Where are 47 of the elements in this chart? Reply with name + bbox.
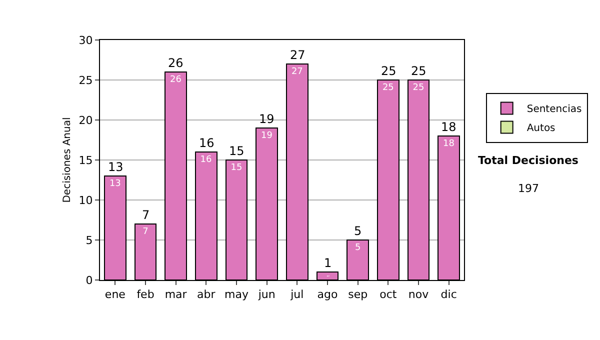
total-label: 27 — [290, 48, 306, 62]
data-label: 25 — [382, 83, 394, 93]
x-tick-label: abr — [197, 288, 216, 302]
total-label: 19 — [259, 112, 274, 126]
data-label: 13 — [109, 179, 121, 189]
data-label: 19 — [260, 131, 273, 141]
total-label: 16 — [199, 136, 214, 150]
total-label: 26 — [168, 56, 184, 70]
data-label: 16 — [200, 155, 212, 165]
data-label: 25 — [412, 83, 424, 93]
y-tick-label: 20 — [78, 114, 93, 127]
total-label: 25 — [381, 64, 396, 78]
x-tick-label: ago — [317, 288, 338, 302]
data-label: 15 — [230, 163, 242, 173]
x-tick-label: sep — [348, 288, 368, 302]
x-tick-label: oct — [380, 288, 398, 302]
total-label: 5 — [354, 224, 362, 238]
text: 197 — [518, 182, 539, 195]
total-label: 1 — [324, 256, 332, 270]
total-label: 18 — [441, 120, 456, 134]
x-tick-label: dic — [440, 288, 457, 302]
total-label: 25 — [411, 64, 426, 78]
x-tick-label: nov — [408, 288, 430, 302]
y-tick-label: 5 — [86, 234, 93, 247]
y-tick-label: 30 — [78, 34, 93, 47]
x-tick-label: jun — [257, 288, 276, 302]
x-tick-label: feb — [136, 288, 154, 302]
x-tick-label: jul — [290, 288, 304, 302]
total-label: 15 — [229, 144, 244, 158]
data-label: 27 — [291, 67, 303, 77]
y-tick-label: 25 — [78, 74, 93, 87]
x-tick-label: ene — [104, 288, 126, 302]
data-label: 26 — [170, 75, 182, 85]
data-label: 5 — [354, 243, 361, 253]
x-tick-label: may — [224, 288, 249, 302]
legend-label: Sentencias — [526, 104, 582, 116]
total-label: 7 — [142, 208, 150, 222]
x-tick-label: mar — [164, 288, 188, 302]
text: Total Decisiones — [478, 154, 579, 167]
y-axis-title: Decisiones Anual — [62, 117, 73, 203]
y-tick-label: 10 — [78, 194, 93, 207]
legend-label: Autos — [526, 123, 556, 134]
data-label: 18 — [442, 139, 455, 149]
y-tick-label: 15 — [78, 154, 93, 167]
y-tick-label: 0 — [86, 274, 93, 287]
data-label: 7 — [142, 227, 148, 237]
total-label: 13 — [108, 160, 124, 174]
